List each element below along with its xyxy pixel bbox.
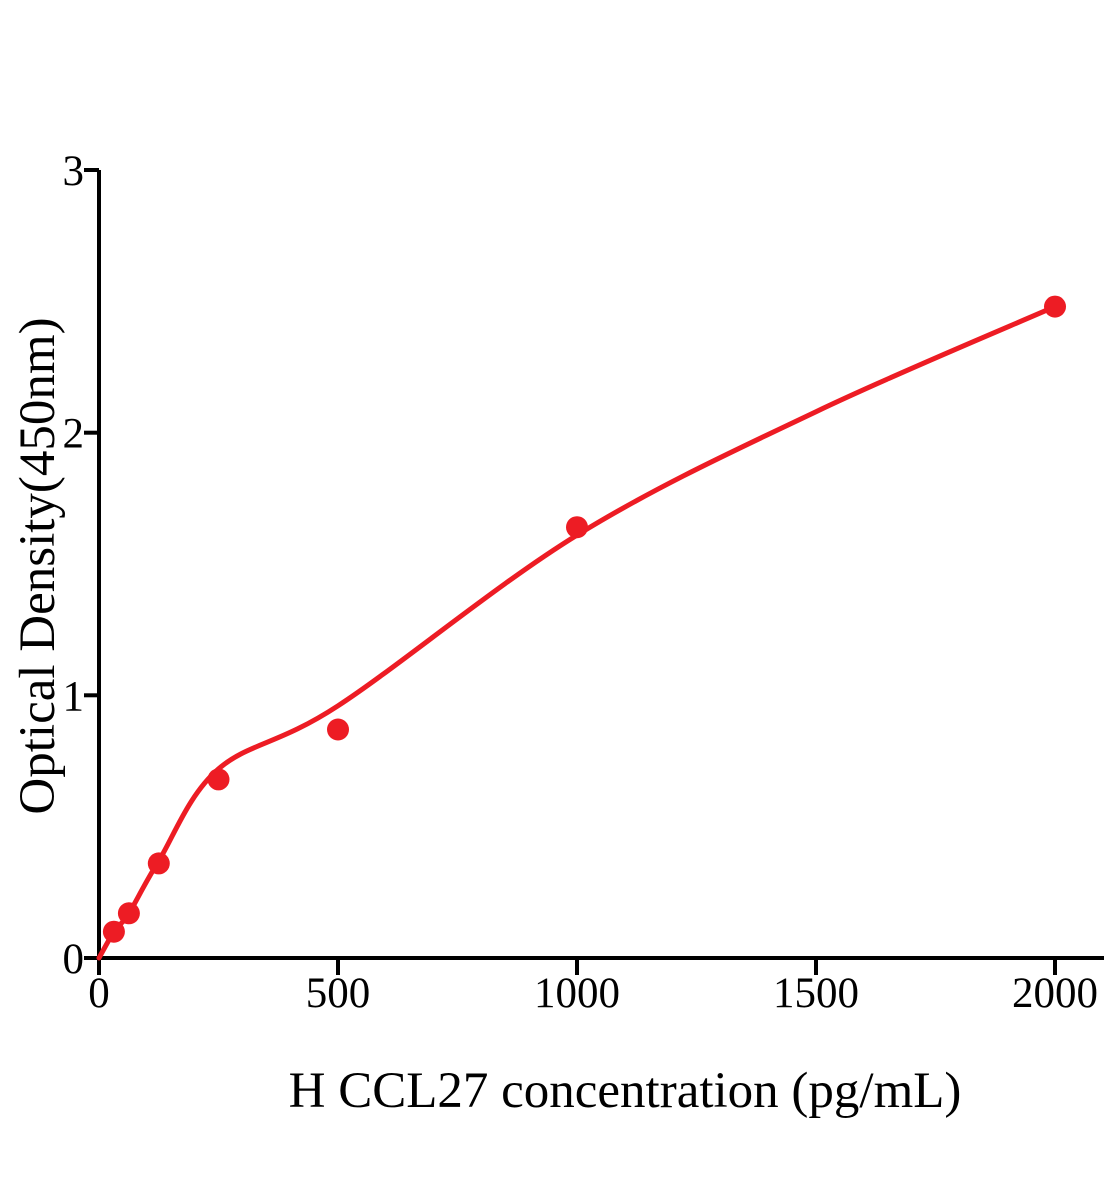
y-tick-label: 2 xyxy=(63,411,85,458)
x-tick-label: 2000 xyxy=(1012,970,1098,1017)
x-tick-label: 500 xyxy=(306,970,371,1017)
data-point-marker xyxy=(102,920,125,943)
y-tick-label: 3 xyxy=(63,148,85,195)
x-axis-title: H CCL27 concentration (pg/mL) xyxy=(289,1063,962,1119)
ticks-layer: 0 1 2 3 0 500 1000 1500 2000 xyxy=(63,148,1099,1017)
data-layer xyxy=(96,295,1066,961)
x-tick-label: 1500 xyxy=(773,970,859,1017)
axes-layer xyxy=(84,170,1104,975)
x-tick-label: 0 xyxy=(88,970,110,1017)
data-point-marker xyxy=(207,768,230,791)
data-point-marker xyxy=(1044,295,1066,318)
y-tick-label: 0 xyxy=(63,936,85,983)
fit-curve-line xyxy=(96,304,1058,961)
data-point-marker xyxy=(566,516,588,539)
y-axis-title: Optical Density(450nm) xyxy=(10,317,66,814)
y-tick-label: 1 xyxy=(63,673,85,720)
data-point-marker xyxy=(327,718,349,741)
data-point-marker xyxy=(147,852,170,875)
data-point-marker xyxy=(117,902,140,925)
x-tick-label: 1000 xyxy=(534,970,620,1017)
